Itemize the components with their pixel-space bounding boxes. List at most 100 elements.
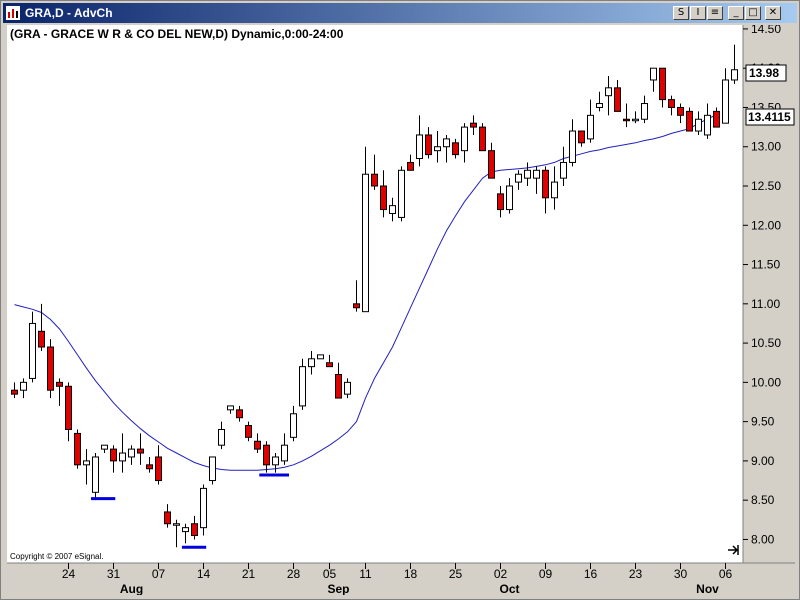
candle — [641, 95, 648, 124]
y-tick-label: 9.00 — [751, 454, 775, 468]
candle-body — [704, 114, 711, 136]
candle — [596, 91, 603, 112]
time-axis[interactable]: 24 31 07 14 21 28 05 11 18 25 02 09 16 23 30 06 Aug Sep Oc… — [62, 563, 733, 596]
candle — [695, 111, 702, 135]
candle — [254, 433, 261, 454]
link-button[interactable]: ≡ — [707, 6, 723, 20]
candle-body — [110, 448, 117, 462]
minimize-button[interactable]: _ — [728, 6, 744, 20]
price-labels: 13.98 13.4115 — [745, 64, 795, 126]
candle — [686, 107, 693, 132]
candle — [506, 178, 513, 214]
y-tick-label: 11.50 — [751, 258, 780, 272]
candle-body — [155, 456, 162, 482]
candle — [371, 154, 378, 190]
candle-body — [47, 346, 54, 391]
candle-body — [146, 464, 153, 470]
candle — [20, 378, 27, 399]
candle-body — [218, 428, 225, 446]
x-tick-label: 18 — [404, 567, 418, 581]
candle-body — [245, 425, 252, 438]
candle-body — [542, 169, 549, 199]
moving-average-line — [14, 114, 717, 471]
candle — [569, 119, 576, 167]
candle — [587, 99, 594, 143]
scroll-end-icon[interactable] — [726, 543, 740, 557]
candle — [344, 378, 351, 399]
y-tick-label: 8.50 — [751, 493, 775, 507]
title-bar[interactable]: GRA,D - AdvCh S I ≡ _ □ ✕ — [3, 3, 797, 23]
symbol-sync-button[interactable]: S — [673, 6, 689, 20]
candle-body — [506, 185, 513, 211]
candle-body — [659, 67, 666, 101]
candle-body — [533, 169, 540, 179]
candle — [155, 445, 162, 485]
candle — [605, 76, 612, 116]
candle-body — [353, 303, 360, 309]
candle — [29, 311, 36, 383]
candle-body — [488, 150, 495, 179]
x-tick-label: 16 — [584, 567, 598, 581]
candle — [614, 79, 621, 112]
plot-area[interactable] — [7, 25, 743, 563]
candle — [722, 68, 729, 124]
candle-body — [398, 169, 405, 218]
candle-body — [101, 444, 108, 450]
candle-body — [56, 381, 63, 387]
candle-body — [92, 456, 99, 493]
candle — [92, 453, 99, 501]
x-tick-label: 02 — [494, 567, 508, 581]
candle — [515, 170, 522, 190]
candle-body — [191, 523, 198, 537]
chart-title: (GRA - GRACE W R & CO DEL NEW,D) Dynamic… — [10, 27, 344, 41]
x-tick-label: 25 — [449, 567, 463, 581]
y-tick-label: 12.50 — [751, 179, 781, 193]
candle-body — [380, 185, 387, 211]
chart-app-icon — [6, 6, 20, 20]
candle-body — [551, 181, 558, 199]
candle — [11, 382, 18, 399]
x-tick-label: 23 — [629, 567, 643, 581]
candle — [542, 166, 549, 214]
candle-body — [560, 161, 567, 179]
candle — [281, 433, 288, 465]
candle — [560, 146, 567, 187]
candle — [317, 354, 324, 360]
candle — [209, 456, 216, 485]
candle-body — [308, 358, 315, 368]
maximize-button[interactable]: □ — [745, 6, 761, 20]
candle — [101, 444, 108, 454]
candle-body — [173, 523, 180, 526]
close-button[interactable]: ✕ — [765, 6, 781, 20]
candle-body — [497, 193, 504, 211]
candle — [191, 515, 198, 540]
candle — [65, 382, 72, 442]
candle — [263, 441, 270, 473]
y-tick-label: 13.00 — [751, 140, 781, 154]
candle-body — [344, 381, 351, 395]
chart-area[interactable]: (GRA - GRACE W R & CO DEL NEW,D) Dynamic… — [7, 22, 795, 596]
candle-body — [695, 118, 702, 132]
candle — [236, 405, 243, 422]
x-month-label: Oct — [499, 582, 519, 595]
candle — [470, 115, 477, 135]
candle — [146, 456, 153, 473]
candle — [479, 123, 486, 152]
candle — [488, 142, 495, 179]
x-tick-label: 05 — [323, 567, 337, 581]
candle-body — [416, 134, 423, 160]
candle — [308, 350, 315, 375]
price-chart[interactable]: (GRA - GRACE W R & CO DEL NEW,D) Dynamic… — [7, 22, 795, 596]
y-tick-label: 8.00 — [751, 532, 775, 546]
candle — [326, 354, 333, 368]
candle-body — [371, 173, 378, 187]
candle-body — [299, 366, 306, 407]
candle — [533, 166, 540, 194]
candle — [668, 95, 675, 116]
interval-sync-button[interactable]: I — [690, 6, 706, 20]
candle — [623, 103, 630, 128]
candle-body — [515, 173, 522, 183]
candle — [290, 405, 297, 442]
candle — [110, 445, 117, 473]
candle-body — [20, 381, 27, 391]
